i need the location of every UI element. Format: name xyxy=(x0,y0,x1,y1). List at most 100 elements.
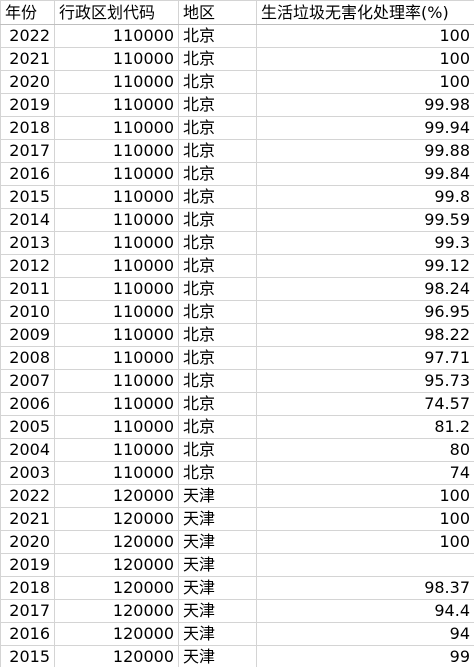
cell-admin-code[interactable]: 110000 xyxy=(54,185,179,209)
header-region[interactable]: 地区 xyxy=(178,0,257,25)
cell-admin-code[interactable]: 120000 xyxy=(54,507,179,531)
cell-year[interactable]: 2017 xyxy=(0,599,55,623)
cell-rate[interactable]: 100 xyxy=(256,24,474,48)
cell-rate[interactable]: 74.57 xyxy=(256,392,474,416)
cell-admin-code[interactable]: 110000 xyxy=(54,47,179,71)
cell-region[interactable]: 北京 xyxy=(178,93,257,117)
cell-rate[interactable]: 98.22 xyxy=(256,323,474,347)
cell-admin-code[interactable]: 110000 xyxy=(54,438,179,462)
cell-region[interactable]: 北京 xyxy=(178,461,257,485)
cell-rate[interactable]: 94.4 xyxy=(256,599,474,623)
cell-year[interactable]: 2010 xyxy=(0,300,55,324)
cell-region[interactable]: 北京 xyxy=(178,139,257,163)
cell-region[interactable]: 北京 xyxy=(178,47,257,71)
cell-year[interactable]: 2018 xyxy=(0,576,55,600)
cell-admin-code[interactable]: 110000 xyxy=(54,208,179,232)
header-year[interactable]: 年份 xyxy=(0,0,55,25)
cell-year[interactable]: 2018 xyxy=(0,116,55,140)
cell-rate[interactable]: 100 xyxy=(256,47,474,71)
cell-region[interactable]: 北京 xyxy=(178,208,257,232)
cell-admin-code[interactable]: 110000 xyxy=(54,24,179,48)
cell-region[interactable]: 北京 xyxy=(178,70,257,94)
cell-rate[interactable]: 98.24 xyxy=(256,277,474,301)
cell-admin-code[interactable]: 110000 xyxy=(54,277,179,301)
header-admin-code[interactable]: 行政区划代码 xyxy=(54,0,179,25)
cell-year[interactable]: 2008 xyxy=(0,346,55,370)
cell-rate[interactable]: 99 xyxy=(256,645,474,667)
cell-year[interactable]: 2021 xyxy=(0,507,55,531)
cell-year[interactable]: 2015 xyxy=(0,645,55,667)
cell-year[interactable]: 2020 xyxy=(0,70,55,94)
cell-rate[interactable]: 99.84 xyxy=(256,162,474,186)
cell-admin-code[interactable]: 110000 xyxy=(54,231,179,255)
cell-year[interactable]: 2019 xyxy=(0,93,55,117)
cell-admin-code[interactable]: 110000 xyxy=(54,415,179,439)
cell-year[interactable]: 2004 xyxy=(0,438,55,462)
cell-region[interactable]: 北京 xyxy=(178,231,257,255)
cell-region[interactable]: 天津 xyxy=(178,484,257,508)
cell-rate[interactable]: 95.73 xyxy=(256,369,474,393)
cell-rate[interactable]: 81.2 xyxy=(256,415,474,439)
cell-admin-code[interactable]: 120000 xyxy=(54,645,179,667)
cell-admin-code[interactable]: 110000 xyxy=(54,346,179,370)
cell-year[interactable]: 2003 xyxy=(0,461,55,485)
cell-admin-code[interactable]: 110000 xyxy=(54,254,179,278)
cell-region[interactable]: 北京 xyxy=(178,438,257,462)
cell-rate[interactable]: 99.3 xyxy=(256,231,474,255)
cell-admin-code[interactable]: 110000 xyxy=(54,369,179,393)
cell-region[interactable]: 天津 xyxy=(178,645,257,667)
cell-year[interactable]: 2022 xyxy=(0,484,55,508)
cell-rate[interactable]: 99.12 xyxy=(256,254,474,278)
cell-region[interactable]: 天津 xyxy=(178,530,257,554)
cell-rate[interactable]: 99.94 xyxy=(256,116,474,140)
cell-admin-code[interactable]: 110000 xyxy=(54,461,179,485)
cell-region[interactable]: 北京 xyxy=(178,277,257,301)
cell-rate[interactable]: 96.95 xyxy=(256,300,474,324)
cell-rate[interactable]: 98.37 xyxy=(256,576,474,600)
cell-year[interactable]: 2019 xyxy=(0,553,55,577)
cell-rate[interactable]: 100 xyxy=(256,530,474,554)
cell-region[interactable]: 北京 xyxy=(178,415,257,439)
cell-region[interactable]: 北京 xyxy=(178,116,257,140)
cell-admin-code[interactable]: 110000 xyxy=(54,300,179,324)
cell-year[interactable]: 2009 xyxy=(0,323,55,347)
cell-rate[interactable]: 97.71 xyxy=(256,346,474,370)
cell-region[interactable]: 天津 xyxy=(178,599,257,623)
cell-year[interactable]: 2020 xyxy=(0,530,55,554)
cell-region[interactable]: 北京 xyxy=(178,346,257,370)
cell-year[interactable]: 2012 xyxy=(0,254,55,278)
cell-rate[interactable]: 94 xyxy=(256,622,474,646)
cell-year[interactable]: 2007 xyxy=(0,369,55,393)
cell-region[interactable]: 天津 xyxy=(178,576,257,600)
cell-region[interactable]: 北京 xyxy=(178,323,257,347)
cell-year[interactable]: 2006 xyxy=(0,392,55,416)
cell-rate[interactable] xyxy=(256,553,474,577)
cell-admin-code[interactable]: 110000 xyxy=(54,70,179,94)
cell-region[interactable]: 北京 xyxy=(178,300,257,324)
cell-admin-code[interactable]: 120000 xyxy=(54,484,179,508)
cell-rate[interactable]: 100 xyxy=(256,70,474,94)
cell-admin-code[interactable]: 120000 xyxy=(54,576,179,600)
cell-year[interactable]: 2013 xyxy=(0,231,55,255)
cell-rate[interactable]: 99.59 xyxy=(256,208,474,232)
cell-admin-code[interactable]: 120000 xyxy=(54,599,179,623)
cell-rate[interactable]: 100 xyxy=(256,484,474,508)
cell-year[interactable]: 2011 xyxy=(0,277,55,301)
cell-admin-code[interactable]: 120000 xyxy=(54,553,179,577)
cell-year[interactable]: 2021 xyxy=(0,47,55,71)
cell-admin-code[interactable]: 110000 xyxy=(54,93,179,117)
cell-year[interactable]: 2016 xyxy=(0,622,55,646)
cell-region[interactable]: 天津 xyxy=(178,553,257,577)
cell-region[interactable]: 北京 xyxy=(178,24,257,48)
cell-year[interactable]: 2022 xyxy=(0,24,55,48)
cell-year[interactable]: 2017 xyxy=(0,139,55,163)
header-rate[interactable]: 生活垃圾无害化处理率(%) xyxy=(256,0,474,25)
cell-year[interactable]: 2005 xyxy=(0,415,55,439)
cell-admin-code[interactable]: 120000 xyxy=(54,622,179,646)
cell-admin-code[interactable]: 110000 xyxy=(54,162,179,186)
cell-admin-code[interactable]: 110000 xyxy=(54,323,179,347)
cell-admin-code[interactable]: 110000 xyxy=(54,116,179,140)
cell-region[interactable]: 北京 xyxy=(178,185,257,209)
cell-rate[interactable]: 99.8 xyxy=(256,185,474,209)
cell-admin-code[interactable]: 110000 xyxy=(54,392,179,416)
